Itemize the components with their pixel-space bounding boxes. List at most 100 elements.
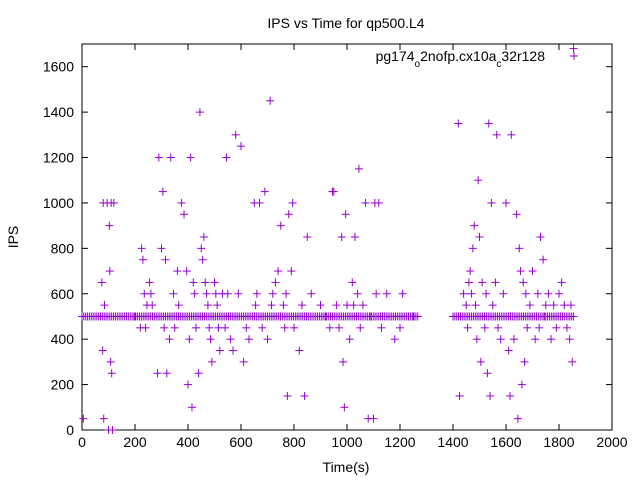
data-point (207, 357, 216, 366)
data-point (474, 176, 483, 185)
data-point (199, 233, 208, 241)
data-point (145, 278, 154, 287)
data-point (255, 198, 264, 207)
data-point (282, 289, 291, 298)
data-point (184, 380, 192, 389)
y-tick-label: 200 (51, 377, 75, 393)
data-point (340, 403, 349, 412)
data-point (519, 278, 528, 287)
data-point (267, 301, 276, 310)
data-point (467, 289, 476, 298)
data-point (201, 278, 210, 287)
data-point (570, 52, 578, 60)
data-point (189, 278, 198, 287)
data-point (242, 323, 251, 332)
data-point (523, 323, 532, 332)
data-point (226, 335, 235, 344)
data-point (138, 255, 147, 264)
data-point (512, 210, 521, 219)
data-point (459, 289, 468, 298)
data-point (329, 187, 338, 196)
data-point (186, 153, 195, 162)
data-point (170, 323, 179, 332)
data-point (409, 312, 418, 321)
x-tick-label: 400 (176, 434, 200, 450)
data-point (221, 323, 230, 332)
y-tick-label: 1400 (43, 104, 74, 120)
data-point (182, 267, 191, 276)
data-point (464, 278, 473, 287)
data-point (353, 289, 362, 298)
data-point (174, 301, 183, 310)
chart-title: IPS vs Time for qp500.L4 (267, 15, 424, 31)
data-point (300, 391, 309, 400)
data-point (206, 335, 215, 344)
data-point (341, 210, 350, 219)
data-point (354, 164, 363, 173)
data-point (345, 335, 354, 344)
data-point (488, 301, 497, 310)
data-point (316, 301, 325, 310)
data-point (197, 244, 206, 253)
data-point (540, 312, 549, 321)
data-point (476, 357, 485, 366)
data-point (283, 391, 292, 400)
data-point (158, 187, 167, 196)
x-tick-label: 2000 (596, 434, 627, 450)
plot-frame (81, 43, 613, 431)
data-point (284, 210, 293, 219)
data-point (203, 301, 212, 310)
data-point (303, 233, 312, 241)
data-point (223, 289, 232, 298)
data-point (348, 278, 357, 287)
data-point (105, 267, 114, 276)
data-point (382, 289, 391, 298)
data-point (307, 289, 316, 298)
data-point (478, 278, 487, 287)
data-point (280, 323, 289, 332)
data-point (566, 301, 575, 310)
data-point (266, 96, 275, 105)
y-tick-label: 0 (66, 422, 74, 438)
data-point (569, 44, 578, 53)
data-point (463, 323, 472, 332)
data-point (390, 335, 399, 344)
data-point (237, 142, 245, 151)
data-point (517, 380, 526, 389)
data-point (502, 198, 510, 207)
y-axis-ticks: 0 200 400 600 800 1000 1200 1400 1600 (43, 59, 612, 438)
data-point (374, 198, 383, 207)
data-point (492, 130, 501, 139)
data-point (194, 369, 203, 378)
data-point (557, 278, 566, 287)
data-point (462, 301, 471, 310)
x-tick-label: 1600 (490, 434, 521, 450)
x-tick-label: 1800 (543, 434, 574, 450)
y-tick-label: 1000 (43, 195, 74, 211)
data-point (98, 346, 107, 355)
data-point (565, 335, 574, 344)
data-point (191, 323, 200, 332)
data-point (549, 301, 558, 310)
data-point (466, 267, 475, 276)
data-point (190, 289, 199, 298)
data-point (148, 301, 157, 310)
data-point (533, 289, 542, 298)
data-point (173, 267, 182, 276)
x-tick-label: 600 (229, 434, 253, 450)
data-point (153, 369, 162, 378)
data-point (210, 278, 219, 287)
data-point (166, 153, 175, 162)
data-point (180, 210, 189, 219)
data-point (263, 335, 272, 344)
data-point (231, 130, 240, 139)
data-point (279, 301, 288, 310)
data-point (455, 391, 464, 400)
data-point (162, 369, 171, 378)
data-point (321, 312, 330, 321)
data-point (496, 335, 505, 344)
data-point (244, 335, 253, 344)
data-point (109, 198, 118, 207)
data-point (350, 233, 359, 241)
data-point (484, 119, 493, 128)
